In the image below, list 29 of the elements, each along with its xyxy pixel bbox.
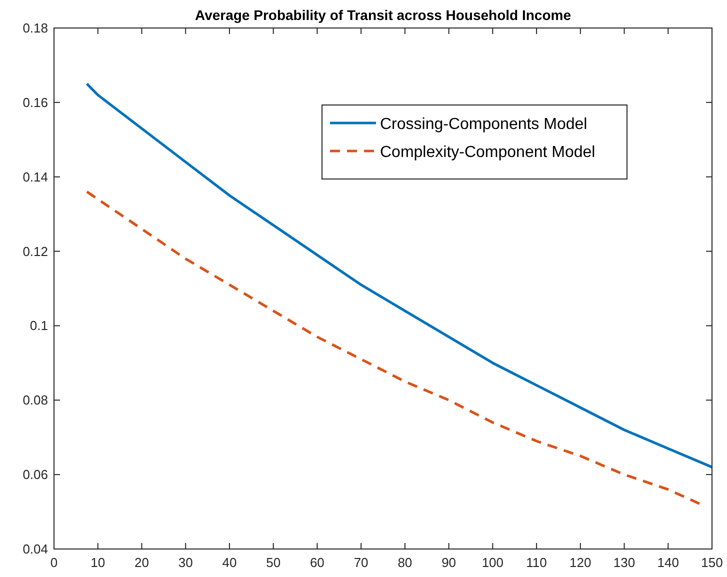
y-tick-label: 0.18 [22,20,48,36]
x-tick-label: 150 [701,555,723,570]
x-tick-label: 70 [354,555,368,570]
y-tick-label: 0.12 [22,244,48,259]
legend-label: Crossing-Components Model [380,116,588,133]
x-tick-label: 0 [50,555,58,570]
x-tick-label: 100 [482,555,504,570]
y-tick-label: 0.14 [22,169,48,184]
x-tick-label: 80 [398,555,412,570]
x-tick-label: 40 [222,555,237,570]
chart-title: Average Probability of Transit across Household Income [194,7,572,23]
y-tick-label: 0.06 [22,467,48,482]
x-tick-label: 60 [310,555,324,570]
x-tick-label: 50 [266,555,281,570]
x-tick-label: 30 [178,555,193,570]
line-series [86,82,714,468]
y-tick-label: 0.08 [22,392,48,408]
y-tick-label: 0.04 [22,542,48,556]
x-tick-label: 130 [613,555,636,570]
legend-label: Complexity-Component Model [380,144,596,161]
y-tick-label: 0.16 [22,94,48,110]
x-tick-label: 120 [570,555,592,570]
x-tick-label: 20 [134,555,149,570]
x-tick-label: 90 [442,555,456,570]
x-tick-label: 10 [90,555,106,570]
x-tick-label: 110 [526,555,547,570]
line-series [86,190,702,506]
x-tick-label: 140 [657,555,679,570]
y-tick-label: 0.1 [30,318,48,334]
